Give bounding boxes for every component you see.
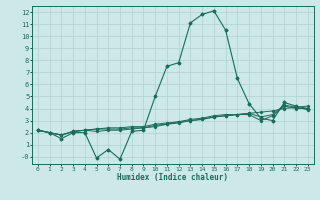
X-axis label: Humidex (Indice chaleur): Humidex (Indice chaleur) — [117, 173, 228, 182]
